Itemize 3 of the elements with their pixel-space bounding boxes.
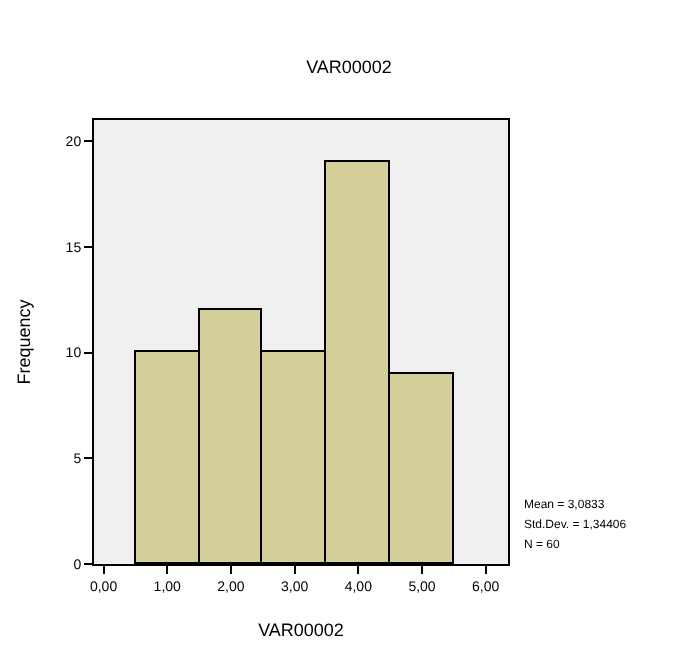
chart-title: VAR00002	[306, 56, 392, 77]
x-axis-title: VAR00002	[258, 620, 344, 641]
y-axis-title: Frequency	[14, 298, 35, 385]
